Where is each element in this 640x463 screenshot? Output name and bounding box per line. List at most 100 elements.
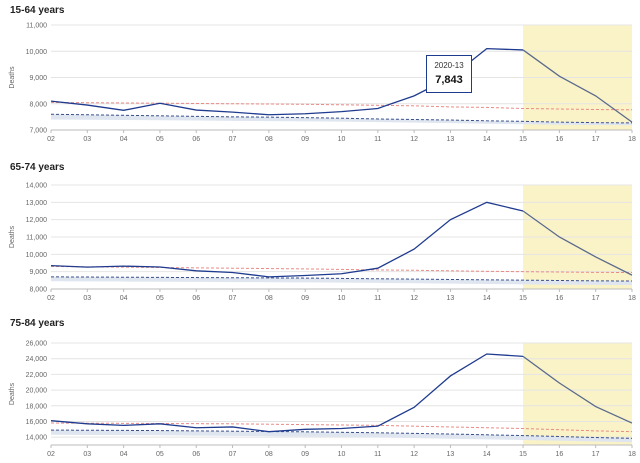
y-tick-label: 12,000 [26, 217, 48, 224]
forecast-highlight [523, 343, 632, 445]
x-tick-label: 03 [83, 136, 91, 143]
deaths-line [50, 353, 524, 433]
x-tick-label: 06 [192, 295, 200, 302]
tooltip-period: 2020-13 [434, 61, 464, 70]
upper-threshold-line [50, 422, 633, 433]
y-tick-label: 13,000 [26, 200, 48, 207]
y-tick-label: 18,000 [26, 403, 48, 410]
x-tick-label: 18 [628, 451, 636, 458]
x-tick-label: 05 [156, 451, 164, 458]
y-tick-label: 10,000 [26, 252, 48, 259]
x-tick-label: 12 [410, 451, 418, 458]
y-tick-label: 8,000 [29, 101, 47, 108]
x-tick-label: 06 [192, 136, 200, 143]
x-tick-label: 13 [447, 295, 455, 302]
chart-75-84: 14,000 16,000 18,000 20,000 22,000 24,000 26,0… [9, 341, 636, 459]
x-tick-label: 11 [374, 136, 381, 143]
x-tick-label: 08 [265, 451, 273, 458]
x-tick-label: 04 [120, 136, 128, 143]
chart-title: 75-84 years [10, 318, 65, 329]
x-tick-label: 10 [338, 295, 346, 302]
chart-panel-65-74: 65-74 years 8,000 9,000 10,000 11,000 12,000… [0, 162, 640, 302]
confidence-band [51, 430, 632, 443]
x-tick-label: 09 [301, 136, 309, 143]
x-tick-label: 04 [120, 295, 128, 302]
chart-15-64: 7,000 8,000 9,000 10,000 11,000 Deaths 02 03 04 0… [9, 23, 636, 144]
x-tick-label: 17 [592, 136, 600, 143]
y-axis-label: Deaths [9, 225, 16, 248]
baseline-line [50, 276, 633, 282]
y-tick-label: 16,000 [26, 419, 48, 426]
x-tick-label: 16 [555, 136, 563, 143]
y-tick-label: 10,000 [26, 49, 48, 56]
x-tick-label: 06 [192, 451, 200, 458]
y-tick-label: 11,000 [26, 23, 47, 30]
x-tick-label: 14 [483, 136, 491, 143]
x-tick-label: 15 [519, 136, 527, 143]
deaths-line [50, 201, 524, 278]
x-tick-label: 12 [410, 136, 418, 143]
y-tick-label: 8,000 [29, 287, 47, 294]
x-tick-label: 16 [555, 451, 563, 458]
x-tick-label: 10 [338, 136, 346, 143]
y-tick-label: 22,000 [26, 372, 48, 379]
x-tick-label: 18 [628, 295, 636, 302]
x-tick-label: 10 [338, 451, 346, 458]
y-tick-label: 11,000 [26, 235, 47, 242]
deaths-line-recent [522, 49, 633, 123]
y-tick-label: 7,000 [29, 128, 47, 135]
x-tick-label: 15 [519, 295, 527, 302]
baseline-line [50, 113, 633, 124]
y-tick-label: 24,000 [26, 356, 48, 363]
y-tick-label: 26,000 [26, 341, 48, 348]
x-tick-label: 17 [592, 451, 600, 458]
x-tick-label: 09 [301, 295, 309, 302]
y-axis-label: Deaths [9, 66, 16, 89]
tooltip: 2020-13 7,843 [426, 55, 472, 93]
x-tick-label: 07 [229, 295, 237, 302]
y-tick-label: 20,000 [26, 388, 48, 395]
chart-65-74: 8,000 9,000 10,000 11,000 12,000 13,000 14,000… [9, 183, 636, 303]
x-tick-label: 07 [229, 451, 237, 458]
baseline-line [50, 429, 633, 439]
y-tick-label: 14,000 [26, 183, 48, 190]
x-tick-label: 02 [47, 295, 55, 302]
y-axis-label: Deaths [9, 382, 16, 405]
x-tick-label: 11 [374, 295, 381, 302]
x-tick-label: 04 [120, 451, 128, 458]
x-tick-label: 14 [483, 451, 491, 458]
chart-panel-75-84: 75-84 years 14,000 16,000 18,000 20,000 22,0… [0, 318, 640, 463]
x-tick-label: 03 [83, 295, 91, 302]
y-tick-label: 14,000 [26, 435, 48, 442]
chart-title: 65-74 years [10, 162, 65, 173]
x-tick-label: 08 [265, 136, 273, 143]
y-tick-label: 9,000 [29, 269, 47, 276]
x-tick-label: 14 [483, 295, 491, 302]
x-tick-label: 18 [628, 136, 636, 143]
x-tick-label: 02 [47, 136, 55, 143]
upper-threshold-line [50, 101, 633, 111]
x-tick-label: 12 [410, 295, 418, 302]
x-tick-label: 15 [519, 451, 527, 458]
x-tick-label: 17 [592, 295, 600, 302]
x-tick-label: 09 [301, 451, 309, 458]
deaths-line-recent [522, 210, 633, 276]
x-tick-label: 07 [229, 136, 237, 143]
x-tick-label: 13 [447, 136, 455, 143]
x-tick-label: 05 [156, 136, 164, 143]
confidence-band [51, 276, 632, 286]
x-tick-label: 05 [156, 295, 164, 302]
confidence-band [51, 114, 632, 126]
upper-threshold-line [50, 265, 633, 274]
x-tick-label: 16 [555, 295, 563, 302]
x-tick-label: 11 [374, 451, 381, 458]
chart-title: 15-64 years [10, 5, 65, 16]
x-tick-label: 08 [265, 295, 273, 302]
tooltip-value: 7,843 [435, 74, 463, 86]
chart-panel-15-64: 15-64 years 7,000 8,000 9,000 10,000 11,000 D… [0, 5, 640, 144]
x-tick-label: 02 [47, 451, 55, 458]
x-tick-label: 13 [447, 451, 455, 458]
deaths-line-recent [522, 355, 633, 424]
x-tick-label: 03 [83, 451, 91, 458]
y-tick-label: 9,000 [29, 75, 47, 82]
